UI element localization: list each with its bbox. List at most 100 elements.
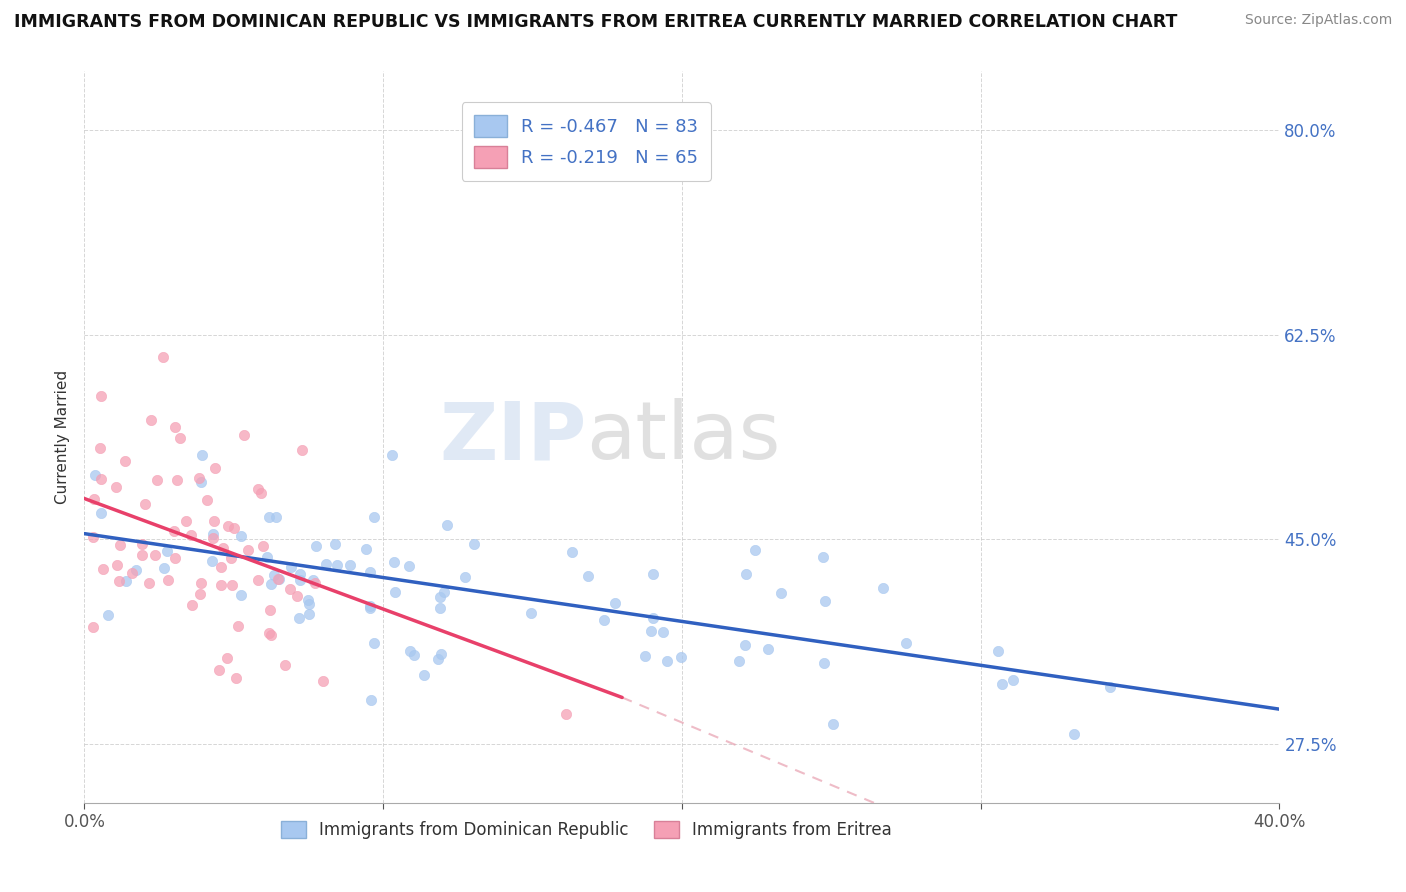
Text: atlas: atlas [586,398,780,476]
Point [813,550,835,565]
Point [359,601,381,615]
Point [105,480,128,494]
Point [82,530,104,544]
Point [257,509,280,524]
Point [896,636,918,650]
Point [260,628,283,642]
Point [121,566,143,580]
Point [97,607,120,622]
Point [814,593,837,607]
Point [360,692,382,706]
Point [146,473,169,487]
Point [105,558,128,573]
Point [657,654,679,668]
Point [463,537,485,551]
Point [211,541,233,556]
Point [643,566,665,581]
Point [157,573,180,587]
Point [634,648,657,663]
Text: Source: ZipAtlas.com: Source: ZipAtlas.com [1244,13,1392,28]
Point [208,663,231,677]
Point [398,559,420,574]
Point [152,350,174,364]
Point [430,647,453,661]
Point [246,573,269,587]
Point [125,563,148,577]
Point [735,567,758,582]
Point [155,544,177,558]
Point [287,611,309,625]
Point [93,562,115,576]
Point [204,461,226,475]
Point [991,677,1014,691]
Point [134,497,156,511]
Point [259,603,281,617]
Point [201,531,224,545]
Point [363,636,385,650]
Point [429,601,451,615]
Point [217,518,239,533]
Point [195,493,218,508]
Point [82,619,104,633]
Point [363,510,385,524]
Legend: Immigrants from Dominican Republic, Immigrants from Eritrea: Immigrants from Dominican Republic, Immi… [274,814,898,846]
Point [267,572,290,586]
Point [728,654,751,668]
Point [285,590,308,604]
Point [734,638,756,652]
Point [83,492,105,507]
Point [987,644,1010,658]
Point [180,527,202,541]
Point [576,569,599,583]
Point [643,611,665,625]
Point [359,599,381,613]
Point [756,642,779,657]
Point [555,706,578,721]
Point [153,561,176,575]
Point [231,528,253,542]
Point [221,578,243,592]
Point [143,549,166,563]
Point [222,521,245,535]
Point [305,539,328,553]
Point [209,560,232,574]
Point [426,652,449,666]
Point [744,543,766,558]
Point [246,482,269,496]
Point [382,555,405,569]
Point [381,448,404,462]
Point [1098,680,1121,694]
Point [89,506,111,520]
Point [298,607,321,622]
Point [202,514,225,528]
Point [256,550,278,565]
Point [249,486,271,500]
Point [297,592,319,607]
Point [603,596,626,610]
Point [288,567,311,582]
Point [187,471,209,485]
Point [1002,673,1025,687]
Point [436,518,458,533]
Point [263,568,285,582]
Point [181,599,204,613]
Point [520,606,543,620]
Point [769,586,792,600]
Point [219,551,242,566]
Point [872,581,894,595]
Point [229,588,252,602]
Point [138,575,160,590]
Point [429,591,451,605]
Point [114,574,136,588]
Point [323,537,346,551]
Point [201,554,224,568]
Point [131,537,153,551]
Point [433,584,456,599]
Point [274,657,297,672]
Point [267,572,290,586]
Point [114,454,136,468]
Point [339,558,361,572]
Text: ZIP: ZIP [439,398,586,476]
Point [166,473,188,487]
Point [163,524,186,538]
